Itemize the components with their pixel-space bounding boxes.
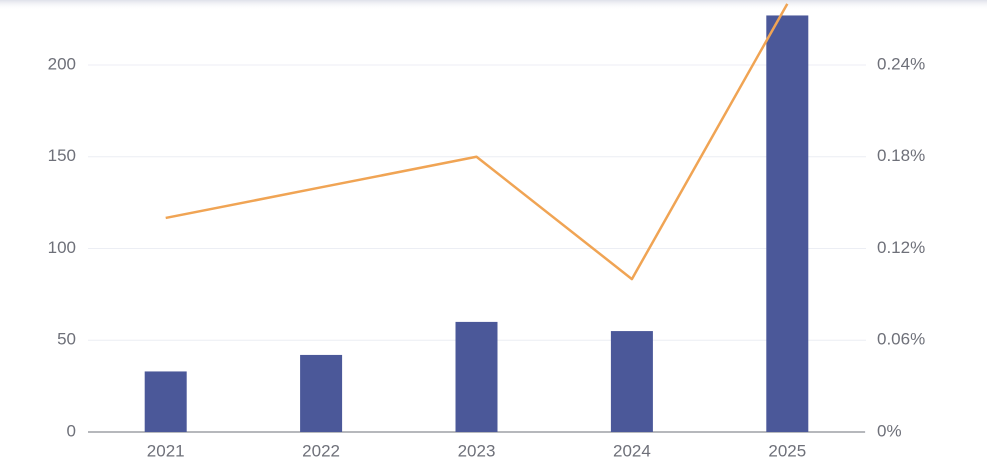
bar [610, 331, 653, 432]
y2-tick-label: 0.18% [877, 146, 925, 165]
x-tick-label: 2024 [613, 441, 651, 460]
y-tick-label: 100 [48, 238, 76, 257]
x-tick-label: 2025 [768, 441, 806, 460]
y2-tick-label: 0% [877, 421, 902, 440]
x-tick-label: 2021 [147, 441, 185, 460]
bar [144, 371, 187, 432]
x-tick-label: 2022 [302, 441, 340, 460]
y-tick-label: 50 [57, 330, 76, 349]
x-tick-label: 2023 [458, 441, 496, 460]
bar [455, 321, 498, 432]
y-tick-label: 0 [67, 421, 76, 440]
y2-tick-label: 0.24% [877, 54, 925, 73]
line [165, 3, 789, 281]
top-shadow [0, 0, 987, 10]
y2-tick-label: 0.12% [877, 238, 925, 257]
y-tick-label: 200 [48, 54, 76, 73]
y-tick-label: 150 [48, 146, 76, 165]
bar [766, 15, 809, 433]
y2-tick-label: 0.06% [877, 330, 925, 349]
bar [300, 354, 343, 432]
